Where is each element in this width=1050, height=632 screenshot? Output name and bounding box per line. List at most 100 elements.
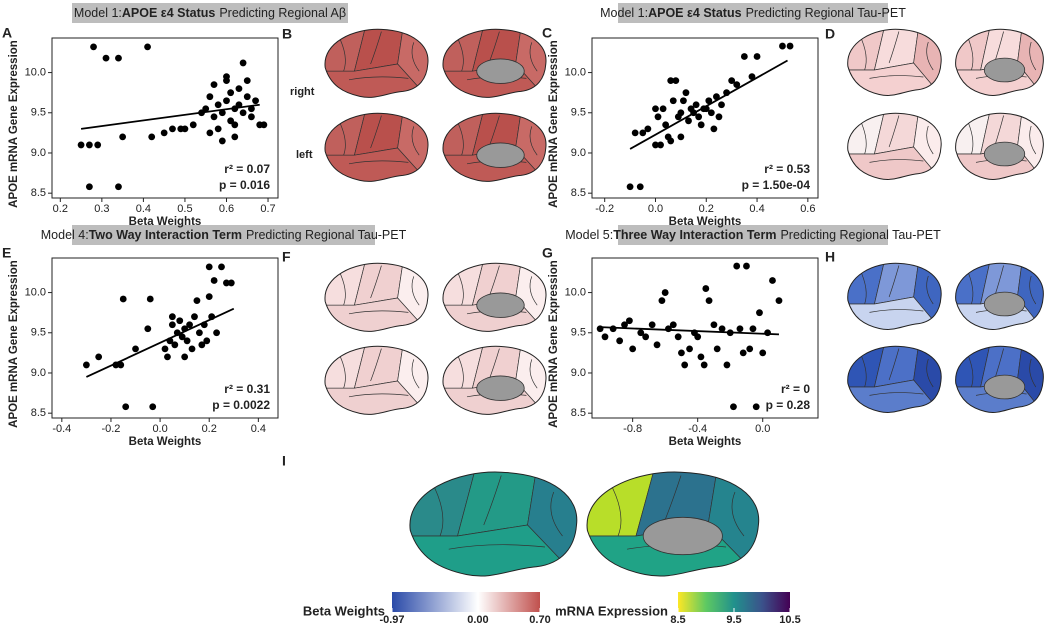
point xyxy=(749,325,757,333)
brain-outline xyxy=(955,28,1044,96)
point xyxy=(678,349,685,357)
brain-sulcus xyxy=(1029,275,1037,305)
point xyxy=(667,77,675,85)
brain-medial-core xyxy=(476,375,525,401)
header-bold: Two Way Interaction Term xyxy=(89,228,242,242)
colorbar-title: Beta Weights xyxy=(303,603,385,618)
point xyxy=(146,295,154,303)
point xyxy=(115,54,122,62)
brain-sulcus xyxy=(529,126,538,156)
brain xyxy=(587,472,759,577)
brain-sulcus xyxy=(926,125,934,155)
brain-medial-core xyxy=(476,58,525,84)
point xyxy=(718,101,725,109)
brain xyxy=(955,263,1044,330)
point xyxy=(702,285,710,292)
point xyxy=(743,262,750,270)
stat-annotation: r² = 0.31 xyxy=(224,382,270,396)
header-text: Model 4:Two Way Interaction Term Predicti… xyxy=(41,228,407,242)
point xyxy=(648,321,656,329)
point xyxy=(198,341,206,349)
brain xyxy=(847,263,942,330)
x-tick-label: -0.2 xyxy=(595,203,614,215)
point xyxy=(626,183,634,191)
x-axis-label: Beta Weights xyxy=(129,216,202,228)
header-box xyxy=(618,225,888,245)
x-axis-label: Beta Weights xyxy=(129,436,202,448)
y-tick-label: 8.5 xyxy=(571,187,586,199)
brain xyxy=(955,346,1044,413)
point xyxy=(223,97,230,105)
point xyxy=(148,133,156,141)
point xyxy=(756,309,763,317)
panel-letter: E xyxy=(2,245,11,261)
point xyxy=(715,113,723,121)
point xyxy=(692,101,700,109)
brain-outline xyxy=(442,28,547,98)
brain-sulcus xyxy=(348,310,409,315)
point xyxy=(779,42,786,50)
header-bold: APOE ε4 Status xyxy=(122,6,216,20)
brain-sulcus xyxy=(926,358,934,388)
point xyxy=(705,97,713,105)
point xyxy=(231,133,239,141)
point xyxy=(115,183,122,191)
point xyxy=(686,345,693,353)
brain xyxy=(409,472,577,577)
brain-sulcus xyxy=(888,115,900,148)
point xyxy=(740,53,748,60)
point xyxy=(178,333,186,341)
brain-outline xyxy=(324,262,429,332)
y-axis-label: APOE mRNA Gene Expression xyxy=(548,260,560,428)
x-tick-label: -0.8 xyxy=(623,423,642,435)
point xyxy=(203,337,211,345)
point xyxy=(669,97,677,105)
point xyxy=(95,353,103,361)
point xyxy=(769,277,776,284)
point xyxy=(601,333,609,341)
point xyxy=(739,349,747,357)
point xyxy=(248,113,255,121)
point xyxy=(637,329,645,337)
colorbar-tick-label: 10.5 xyxy=(779,614,800,626)
point xyxy=(786,42,794,50)
y-tick-label: 9.5 xyxy=(31,327,46,339)
point xyxy=(164,353,171,361)
brain-sulcus xyxy=(869,309,924,313)
point xyxy=(705,297,713,305)
brain-medial-core xyxy=(642,516,723,556)
header-text: Model 1:APOE ε4 Status Predicting Regiona… xyxy=(74,6,346,20)
point xyxy=(659,105,667,113)
point xyxy=(710,125,718,133)
y-tick-label: 9.0 xyxy=(571,147,586,159)
point xyxy=(181,353,189,361)
brain xyxy=(955,29,1044,96)
point xyxy=(202,105,210,113)
header-bold: APOE ε4 Status xyxy=(648,6,742,20)
stat-annotation: p = 0.016 xyxy=(219,178,270,192)
y-tick-label: 9.0 xyxy=(571,367,586,379)
colorbar xyxy=(678,592,790,612)
colorbar-tick-label: 8.5 xyxy=(670,614,685,626)
point xyxy=(616,337,624,345)
point xyxy=(694,333,702,341)
point xyxy=(117,361,125,369)
point xyxy=(195,329,203,337)
brain-medial-core xyxy=(476,292,525,318)
point xyxy=(223,279,230,287)
point xyxy=(697,121,705,129)
point xyxy=(102,54,110,62)
point xyxy=(669,321,677,329)
header-prefix: Model 4: xyxy=(41,228,89,242)
point xyxy=(700,361,708,369)
fit-line xyxy=(80,103,260,130)
point xyxy=(710,321,718,329)
x-axis-label: Beta Weights xyxy=(669,436,742,448)
point xyxy=(94,141,102,149)
point xyxy=(680,97,687,105)
brain xyxy=(847,346,942,413)
brain-sulcus xyxy=(869,159,924,163)
brain-outline xyxy=(409,471,578,577)
brain xyxy=(442,29,546,98)
